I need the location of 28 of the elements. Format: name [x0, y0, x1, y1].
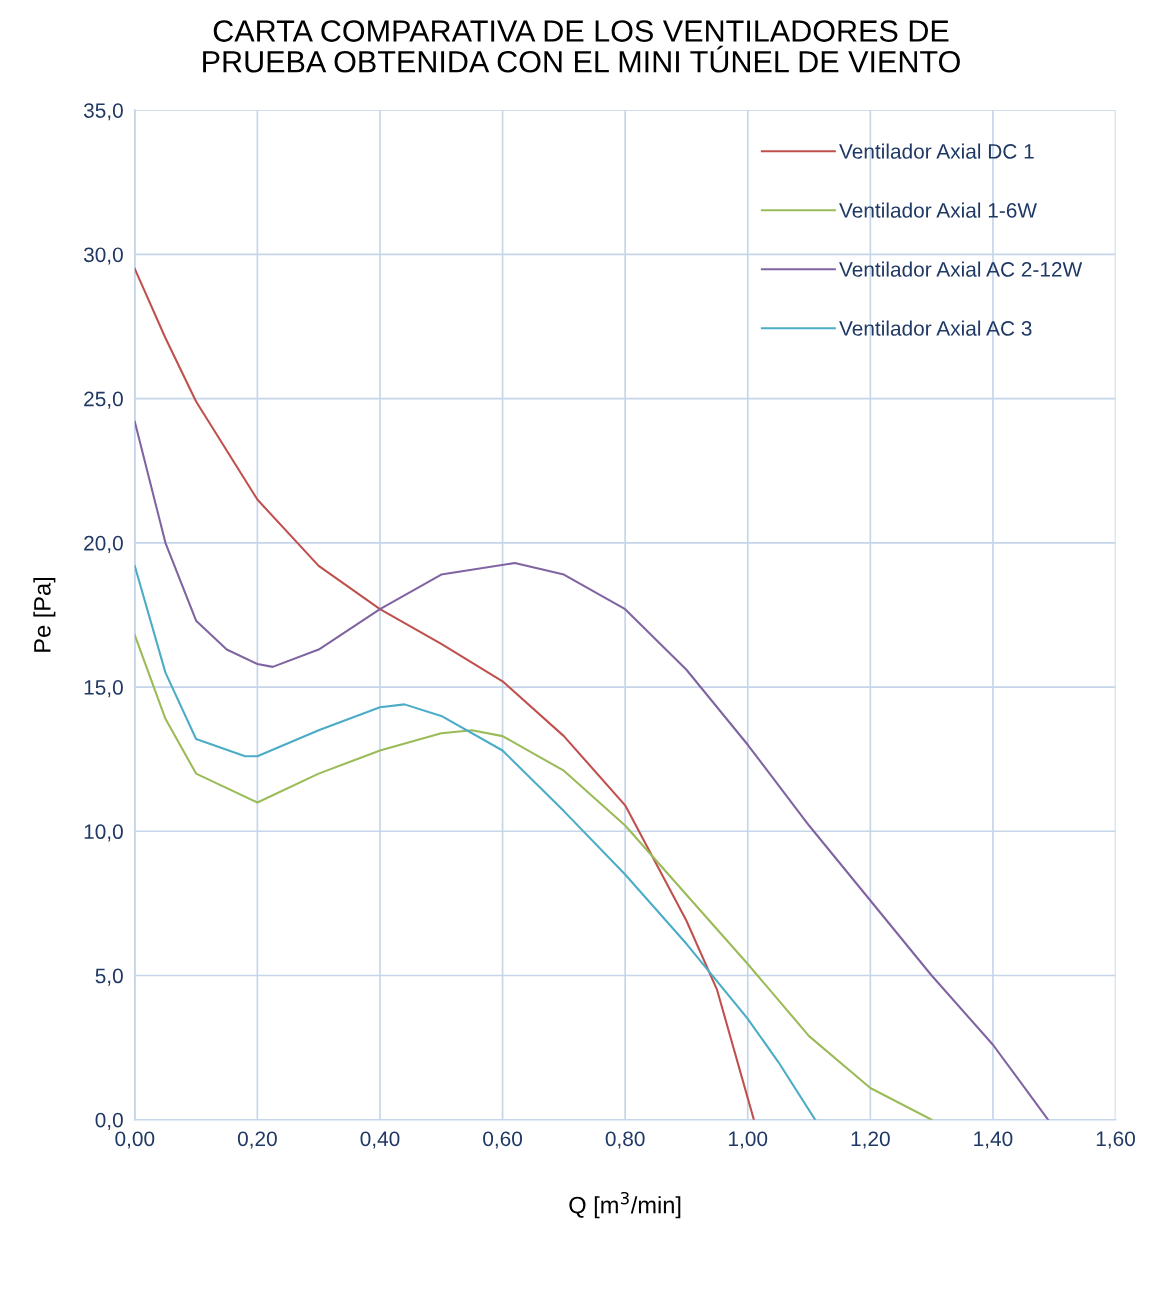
- x-tick-label: 1,60: [1096, 1131, 1135, 1149]
- x-tick-label: 1,40: [974, 1131, 1013, 1149]
- y-tick-label: 0,0: [95, 1112, 123, 1130]
- legend-label: Ventilador Axial AC 2-12W: [839, 261, 1083, 277]
- line-series: [134, 634, 933, 1120]
- y-tick-label: 25,0: [84, 391, 123, 409]
- x-tick-label: 0,20: [237, 1131, 277, 1149]
- x-tick-label: 0,80: [605, 1131, 645, 1149]
- x-tick-label: 0,40: [360, 1131, 400, 1149]
- legend-label: Ventilador Axial 1-6W: [839, 202, 1037, 218]
- y-tick-label: 20,0: [84, 535, 123, 554]
- x-tick-label: 0,60: [483, 1131, 523, 1149]
- line-series: [134, 420, 1050, 1120]
- legend-label: Ventilador Axial DC 1: [839, 143, 1034, 159]
- y-tick-label: 5,0: [95, 968, 123, 986]
- y-tick-label: 15,0: [84, 680, 123, 698]
- x-tick-label: 1,20: [851, 1131, 890, 1149]
- chart-title: CARTA COMPARATIVA DE LOS VENTILADORES DE PRUEBA OBTENIDA CON EL MINI TÚNEL DE VIENTO: [203, 20, 960, 73]
- y-tick-label: 35,0: [83, 103, 123, 121]
- y-tick-label: 30,0: [83, 247, 123, 265]
- x-tick-label: 0,00: [115, 1131, 155, 1149]
- y-axis-title: Pe [Pa]: [33, 577, 56, 652]
- y-tick-label: 10,0: [84, 824, 123, 842]
- x-axis-title: Q [m$^{3}$/min]: [569, 1191, 681, 1219]
- line-series: [134, 267, 755, 1120]
- legend-label: Ventilador Axial AC 3: [839, 320, 1032, 336]
- line-series: [134, 564, 817, 1120]
- x-tick-label: 1,00: [729, 1131, 768, 1149]
